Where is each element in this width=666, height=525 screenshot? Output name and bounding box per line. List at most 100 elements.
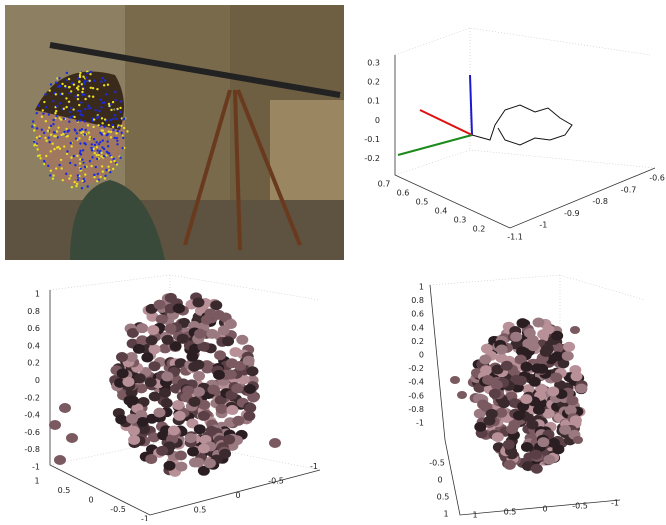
feature-point [88, 95, 90, 97]
z-tick-label: -1 [416, 419, 424, 428]
feature-point [47, 165, 49, 167]
feature-point [87, 185, 89, 187]
feature-point [84, 166, 86, 168]
feature-point [56, 105, 58, 107]
feature-point [67, 135, 69, 137]
cloud-point [59, 403, 71, 413]
feature-point [84, 133, 86, 135]
cloud-point [524, 328, 536, 338]
cloud-point [477, 399, 489, 409]
feature-point [79, 152, 81, 154]
cloud-point [136, 323, 148, 333]
feature-point [88, 138, 90, 140]
cloud-point [504, 460, 516, 470]
feature-point [116, 163, 118, 165]
cloud-point [164, 461, 176, 471]
cloud-point [536, 364, 548, 374]
feature-point [107, 133, 109, 135]
feature-point [79, 119, 81, 121]
y-tick-label: -0.8 [592, 197, 608, 206]
feature-point [119, 156, 121, 158]
feature-point [36, 148, 38, 150]
y-tick-label: -0.9 [564, 209, 580, 218]
x-tick-label: -0.5 [429, 459, 445, 468]
feature-point [63, 108, 65, 110]
feature-point [113, 137, 115, 139]
feature-point [70, 145, 72, 147]
feature-point [81, 114, 83, 116]
feature-point [52, 100, 54, 102]
feature-point [108, 124, 110, 126]
cloud-point [527, 341, 539, 351]
feature-point [107, 84, 109, 86]
feature-point [104, 79, 106, 81]
feature-point [89, 136, 91, 138]
cloud-point [117, 368, 129, 378]
feature-point [85, 76, 87, 78]
feature-point [82, 88, 84, 90]
cloud-point [533, 318, 545, 328]
cloud-point [510, 332, 522, 342]
feature-point [50, 125, 52, 127]
feature-point [115, 132, 117, 134]
cloud-point [482, 375, 494, 385]
feature-point [119, 107, 121, 109]
y-tick-label: 0 [542, 505, 547, 514]
feature-point [76, 155, 78, 157]
z-tick-label: 0.2 [27, 359, 40, 368]
feature-point [97, 173, 99, 175]
cloud-point [551, 351, 563, 361]
feature-point [53, 135, 55, 137]
cloud-point [54, 455, 66, 465]
feature-point [84, 108, 86, 110]
cloud-point [128, 426, 140, 436]
z-tick-label: -0.6 [24, 428, 40, 437]
cloud-point [149, 344, 161, 354]
feature-point [91, 143, 93, 145]
feature-point [55, 115, 57, 117]
cloud-point [205, 426, 217, 436]
feature-point [76, 183, 78, 185]
cloud-point [165, 324, 177, 334]
feature-point [85, 129, 87, 131]
feature-point [68, 86, 70, 88]
feature-point [73, 83, 75, 85]
feature-point [97, 149, 99, 151]
feature-point [101, 133, 103, 135]
z-tick-label: 0.8 [27, 307, 40, 316]
cloud-point [492, 432, 504, 442]
feature-point [31, 125, 33, 127]
feature-point [72, 108, 74, 110]
cloud-point [137, 417, 149, 427]
cloud-point [243, 411, 255, 421]
cloud-point [128, 435, 140, 445]
y-tick-label: -0.6 [649, 174, 665, 183]
z-tick-label: 0 [419, 351, 424, 360]
cloud-point [226, 358, 238, 368]
feature-point [50, 150, 52, 152]
feature-point [45, 106, 47, 108]
feature-point [80, 168, 82, 170]
feature-point [101, 117, 103, 119]
feature-point [56, 130, 58, 132]
feature-point [68, 177, 70, 179]
feature-point [59, 102, 61, 104]
cloud-point [156, 314, 168, 324]
cloud-point [204, 458, 216, 468]
feature-point [101, 77, 103, 79]
feature-point [122, 118, 124, 120]
cloud-point [517, 318, 529, 328]
cloud-point [543, 455, 555, 465]
feature-point [93, 138, 95, 140]
feature-point [41, 116, 43, 118]
x-tick-label: 1 [443, 510, 448, 519]
cloud-point [481, 344, 493, 354]
cloud-point [194, 424, 206, 434]
feature-point [88, 131, 90, 133]
feature-point [45, 155, 47, 157]
feature-point [87, 124, 89, 126]
cloud-point [520, 394, 532, 404]
x-tick-label: 0.7 [378, 180, 391, 189]
feature-point [51, 143, 53, 145]
feature-point [113, 160, 115, 162]
